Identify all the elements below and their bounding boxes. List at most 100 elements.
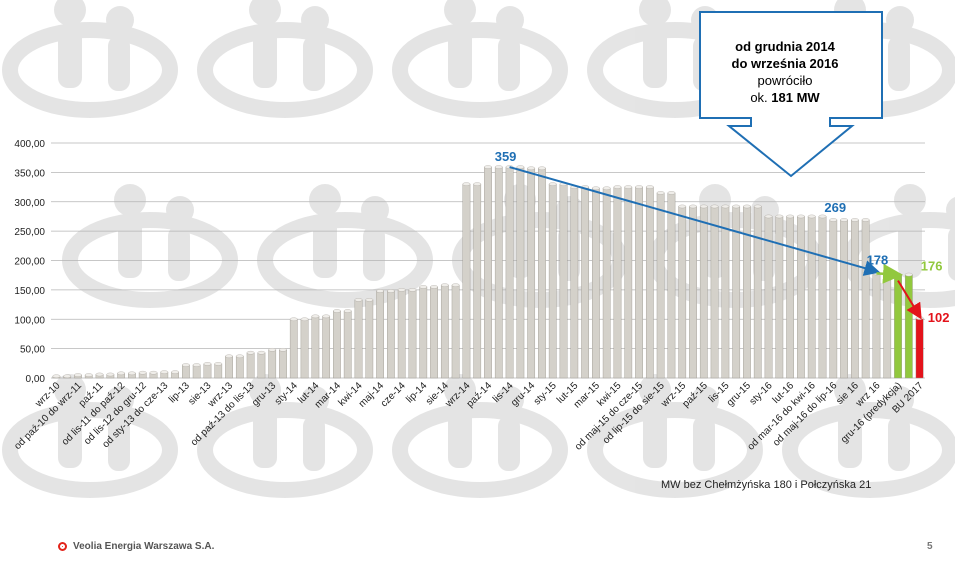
x-tick-label: sty-16 <box>748 380 775 407</box>
bar-cap <box>613 185 622 189</box>
bar <box>592 188 600 379</box>
bar <box>322 316 331 379</box>
y-tick-label: 250,00 <box>14 227 45 238</box>
bar-cap <box>246 350 255 355</box>
bar <box>440 284 449 379</box>
bar <box>538 168 546 379</box>
callout-line-3: powróciło <box>757 73 813 88</box>
chart-footnote: MW bez Chełmżyńska 180 i Połczyńska 21 <box>661 479 872 491</box>
bar <box>678 206 687 379</box>
bar <box>343 310 352 379</box>
bar <box>699 206 708 379</box>
bar <box>667 192 676 379</box>
bar <box>387 290 395 379</box>
bar-cap <box>182 363 190 367</box>
callout-arrow-box <box>699 11 883 178</box>
bar-cap <box>678 204 687 209</box>
bar <box>710 206 719 379</box>
watermark-figure-icon <box>197 0 373 118</box>
bar-cap <box>171 370 179 374</box>
x-tick-label: paź-15 <box>681 380 711 410</box>
bar-cap <box>430 285 438 289</box>
bar <box>397 289 406 379</box>
x-tick-label: sty-15 <box>532 380 559 407</box>
bar-cap <box>721 204 730 209</box>
bar <box>624 186 633 379</box>
bar <box>548 183 557 379</box>
y-tick-label: 300,00 <box>14 198 45 209</box>
bar <box>894 274 902 379</box>
watermark-figure-icon <box>2 0 178 118</box>
watermark-figure-icon <box>392 0 568 118</box>
bar <box>462 183 471 379</box>
bar-cap <box>904 272 913 277</box>
bar-cap <box>397 288 406 292</box>
bar <box>451 284 460 379</box>
y-tick-label: 50,00 <box>20 345 45 356</box>
bar-cap <box>74 373 82 377</box>
callout-line-4-value: 181 MW <box>771 90 820 105</box>
bar <box>203 363 212 379</box>
bar <box>505 166 514 379</box>
callout-line-4-prefix: ok. <box>750 90 772 105</box>
bar <box>257 352 266 379</box>
bar-cap <box>138 370 147 375</box>
y-tick-label: 400,00 <box>14 139 45 150</box>
bar <box>225 356 233 379</box>
x-tick-label: gru-15 <box>725 380 754 409</box>
callout-text: od grudnia 2014 do września 2016 powróci… <box>720 38 850 106</box>
watermark-figure-icon <box>842 184 955 308</box>
callout-line-2: do września 2016 <box>731 56 839 71</box>
bar <box>527 168 536 379</box>
watermark-figure-icon <box>392 374 568 498</box>
bar-cap <box>117 371 125 376</box>
bar-cap <box>333 309 341 313</box>
bar-cap <box>214 362 223 366</box>
bar-cap <box>419 285 428 289</box>
bar <box>473 183 482 379</box>
x-tick-label: gru-14 <box>509 380 538 409</box>
bar-cap <box>753 204 762 209</box>
bar-cap <box>851 218 859 222</box>
bar <box>786 216 794 379</box>
data-label-peak: 359 <box>495 149 517 164</box>
callout-line-1: od grudnia 2014 <box>735 39 835 54</box>
bar <box>645 186 654 379</box>
bar-cap <box>387 289 395 293</box>
bar-cap <box>689 204 697 209</box>
bar <box>840 219 848 379</box>
bar-cap <box>257 350 266 355</box>
bar <box>333 310 341 379</box>
bar <box>289 319 298 379</box>
bar-cap <box>203 362 212 366</box>
bar <box>807 216 816 379</box>
bar-cap <box>84 373 93 377</box>
bar <box>419 286 428 379</box>
prediction-arrow <box>876 263 904 284</box>
bar <box>182 364 190 379</box>
budget-arrow <box>897 280 922 320</box>
bar-cap <box>268 348 277 352</box>
bar <box>311 316 320 379</box>
veolia-logo-icon <box>58 542 67 551</box>
bar <box>721 206 730 379</box>
bar-cap <box>376 289 384 293</box>
bar-cap <box>52 374 61 378</box>
bar-cap <box>289 317 298 321</box>
bar <box>516 166 525 379</box>
data-label-budget: 102 <box>928 310 950 325</box>
bar <box>850 219 859 379</box>
bar-cap <box>807 214 816 219</box>
bar-cap <box>829 218 838 222</box>
bar <box>797 216 805 379</box>
watermark-figure-icon <box>587 374 763 498</box>
bar <box>570 186 579 379</box>
bar-cap <box>592 186 600 190</box>
x-tick-label: paź-14 <box>465 380 495 410</box>
x-tick-label: sty-14 <box>273 380 300 407</box>
bar-cap <box>646 185 654 189</box>
y-tick-label: 0,00 <box>26 374 46 385</box>
bar-cap <box>408 288 417 292</box>
watermark-figure-icon <box>2 374 178 498</box>
bar <box>279 349 287 379</box>
